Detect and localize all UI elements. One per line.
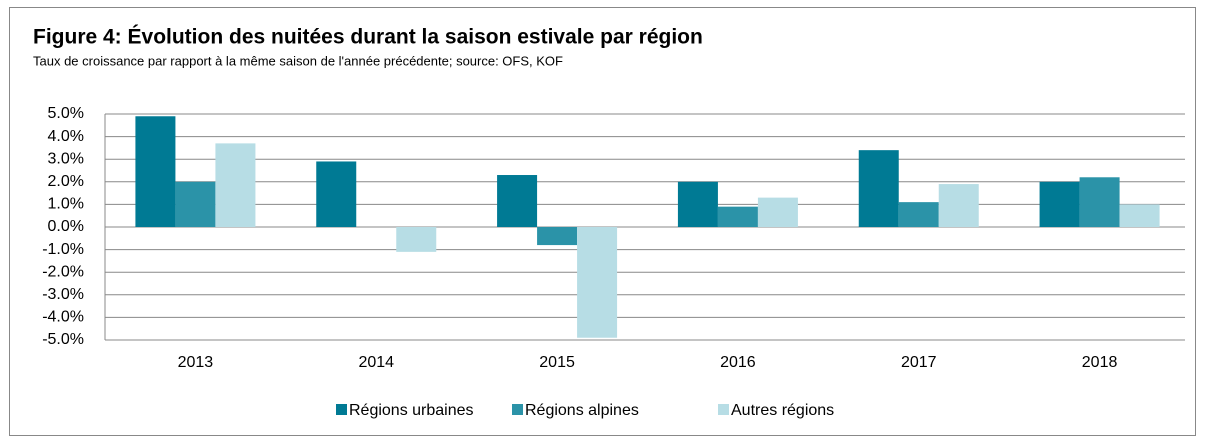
legend-label: Régions alpines	[525, 402, 639, 419]
y-tick-label: -5.0%	[42, 331, 84, 348]
bar	[1119, 204, 1160, 227]
legend-swatch	[336, 404, 347, 415]
bar	[858, 150, 899, 227]
bar	[135, 116, 176, 227]
y-tick-label: 3.0%	[48, 150, 84, 167]
legend-swatch	[718, 404, 729, 415]
bar	[497, 175, 538, 227]
legend-label: Régions urbaines	[349, 402, 474, 419]
bar	[215, 143, 256, 227]
y-tick-label: -1.0%	[42, 241, 84, 258]
bar	[677, 181, 718, 227]
bar	[757, 197, 798, 227]
y-tick-label: 0.0%	[48, 218, 84, 235]
bar	[316, 161, 357, 227]
y-tick-label: 2.0%	[48, 173, 84, 190]
chart-title: Figure 4: Évolution des nuitées durant l…	[33, 26, 703, 49]
x-tick-label: 2017	[901, 354, 937, 371]
bar	[577, 227, 618, 338]
bar	[898, 202, 939, 227]
x-tick-label: 2016	[720, 354, 756, 371]
bar	[537, 227, 578, 246]
bar	[717, 206, 758, 227]
legend-swatch	[512, 404, 523, 415]
y-tick-label: -2.0%	[42, 263, 84, 280]
x-tick-label: 2018	[1082, 354, 1118, 371]
bar	[396, 227, 437, 252]
y-tick-label: -3.0%	[42, 286, 84, 303]
x-tick-label: 2015	[539, 354, 575, 371]
x-tick-label: 2013	[178, 354, 214, 371]
y-tick-label: 4.0%	[48, 128, 84, 145]
chart-subtitle: Taux de croissance par rapport à la même…	[33, 53, 563, 68]
legend-label: Autres régions	[731, 402, 834, 419]
bar	[1079, 177, 1120, 227]
y-tick-label: 5.0%	[48, 105, 84, 122]
x-tick-label: 2014	[358, 354, 394, 371]
y-tick-label: -4.0%	[42, 309, 84, 326]
bar	[175, 181, 216, 227]
bar	[938, 184, 979, 227]
bar	[1039, 181, 1080, 227]
y-tick-label: 1.0%	[48, 196, 84, 213]
